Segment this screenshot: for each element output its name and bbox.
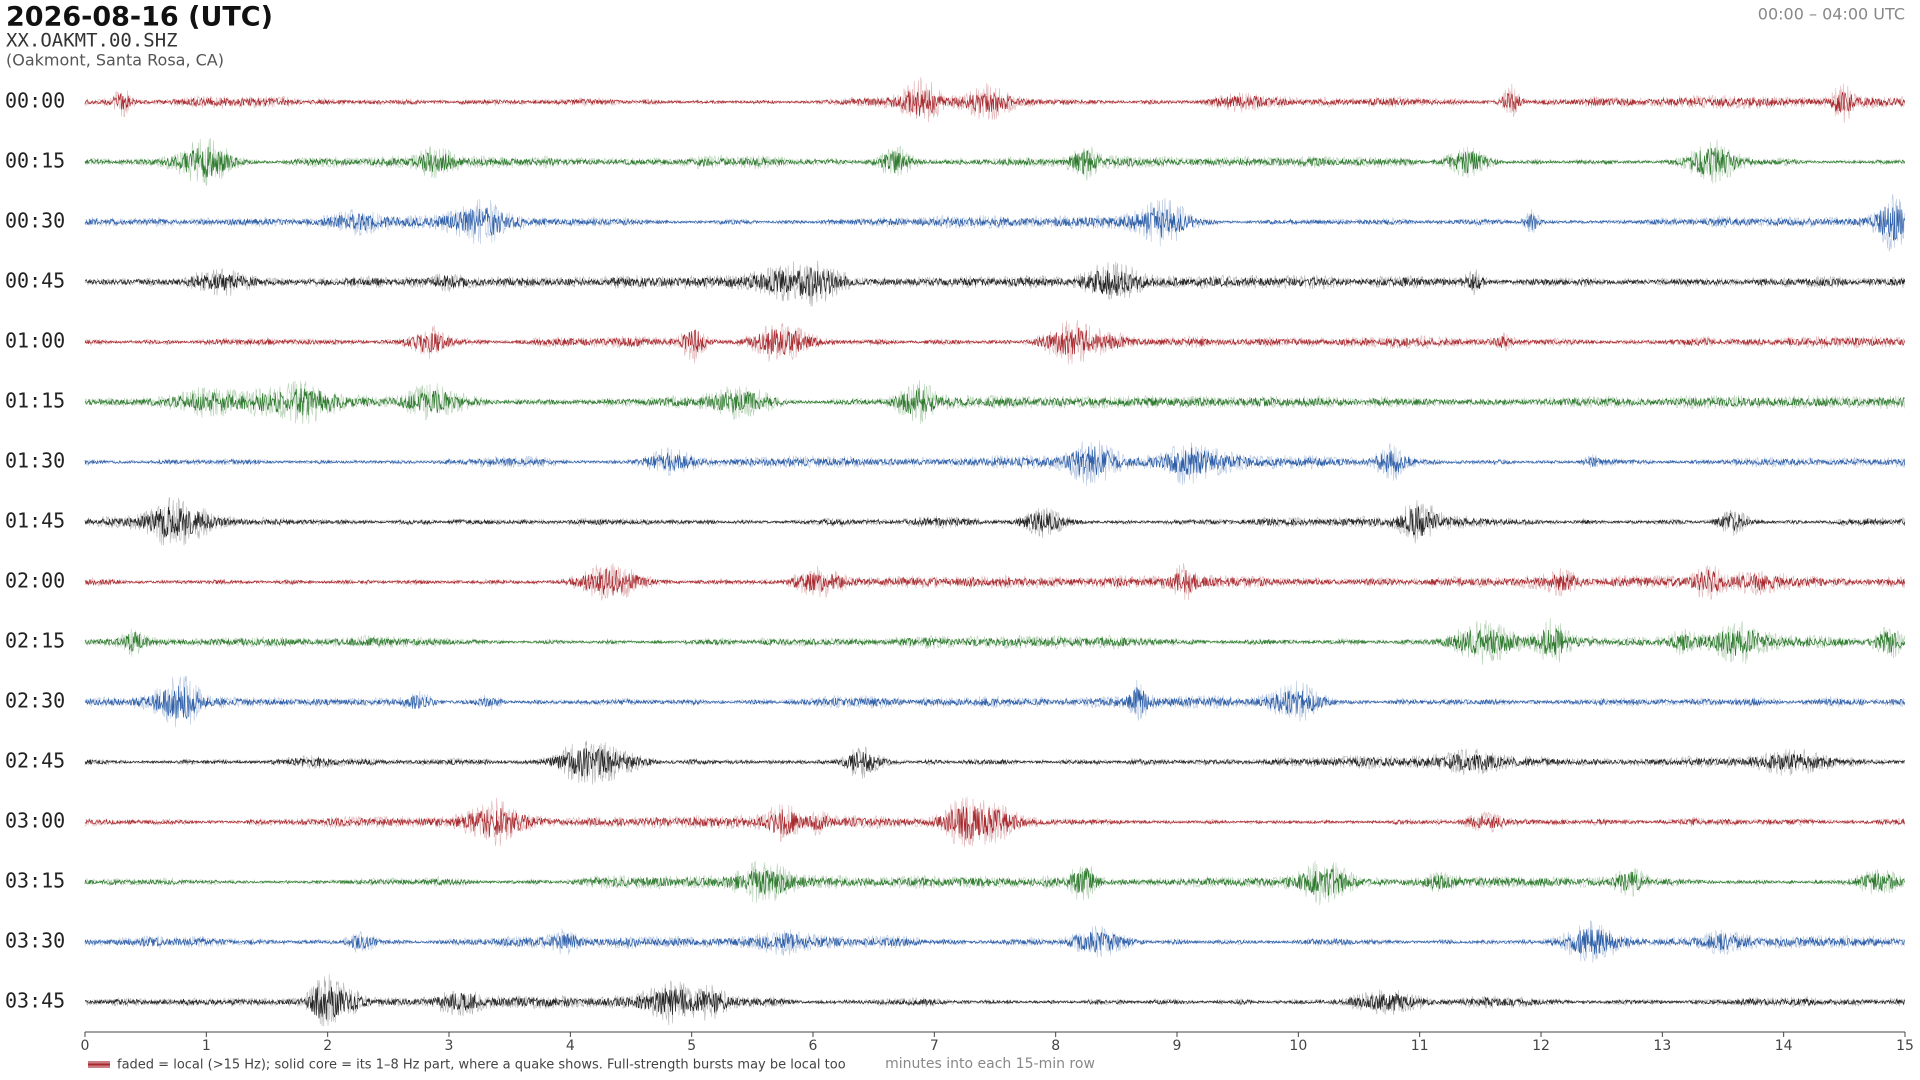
trace [84,628,1906,656]
row-label: 03:45 [5,989,65,1013]
trace [84,867,1906,897]
trace-faded [84,740,1906,785]
trace [84,90,1906,117]
trace-faded [84,77,1906,123]
trace-faded [84,440,1906,487]
location: (Oakmont, Santa Rosa, CA) [6,51,224,70]
x-tick-label: 14 [1775,1038,1793,1054]
title: 2026-08-16 (UTC) [6,2,273,33]
trace [84,146,1906,178]
x-tick-label: 9 [1173,1038,1182,1054]
row-label: 02:45 [5,749,65,773]
trace [84,986,1906,1020]
trace-faded [84,860,1906,906]
trace-faded [84,563,1906,601]
trace [84,267,1906,297]
row-label: 03:30 [5,929,65,953]
x-tick-label: 0 [81,1038,90,1054]
row-label: 02:30 [5,689,65,713]
trace [84,748,1906,777]
legend-note: faded = local (>15 Hz); solid core = its… [117,1058,846,1073]
trace [84,506,1906,538]
x-tick-label: 6 [809,1038,818,1054]
row-label: 03:00 [5,809,65,833]
x-tick-label: 15 [1896,1038,1914,1054]
row-label: 02:15 [5,629,65,653]
trace-faded [84,194,1906,252]
x-tick-label: 8 [1051,1038,1060,1054]
row-label: 01:00 [5,329,65,353]
trace-faded [84,617,1906,665]
x-tick-label: 5 [687,1038,696,1054]
x-tick-label: 3 [445,1038,454,1054]
row-label: 00:45 [5,269,65,293]
trace [84,806,1905,840]
trace [84,685,1906,720]
row-label: 00:30 [5,209,65,233]
row-label: 02:00 [5,569,65,593]
x-axis-label: minutes into each 15-min row [885,1056,1095,1072]
trace [84,446,1906,476]
trace [84,929,1906,955]
x-tick-label: 11 [1411,1038,1429,1054]
trace [84,388,1905,416]
row-label: 00:15 [5,149,65,173]
trace [84,327,1906,355]
x-tick-label: 1 [202,1038,211,1054]
time-range: 00:00 – 04:00 UTC [1758,5,1905,24]
row-label: 01:30 [5,449,65,473]
row-label: 00:00 [5,89,65,113]
row-label: 03:15 [5,869,65,893]
x-tick-label: 2 [323,1038,332,1054]
trace [84,568,1906,596]
station: XX.OAKMT.00.SHZ [6,30,178,52]
x-tick-label: 10 [1289,1038,1307,1054]
x-tick-label: 4 [566,1038,575,1054]
x-tick-label: 12 [1532,1038,1550,1054]
x-tick-label: 13 [1653,1038,1671,1054]
row-label: 01:45 [5,509,65,533]
trace-faded [84,380,1906,425]
trace-faded [84,675,1905,728]
x-tick-label: 7 [930,1038,939,1054]
trace [84,205,1906,241]
row-label: 01:15 [5,389,65,413]
